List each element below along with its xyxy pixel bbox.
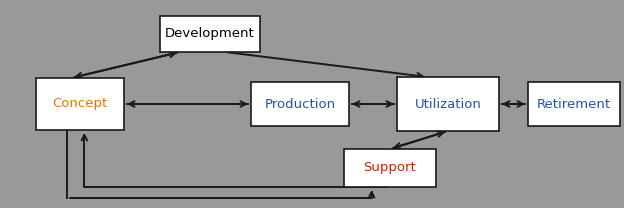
Bar — [344, 149, 436, 187]
Text: Production: Production — [265, 98, 336, 110]
Bar — [528, 82, 620, 126]
Bar — [397, 77, 499, 131]
Text: Utilization: Utilization — [414, 98, 482, 110]
Text: Development: Development — [165, 27, 255, 41]
Text: Retirement: Retirement — [537, 98, 611, 110]
Bar — [36, 78, 124, 130]
Bar — [160, 16, 260, 52]
Text: Support: Support — [364, 161, 416, 175]
Text: Concept: Concept — [52, 98, 107, 110]
Bar — [251, 82, 349, 126]
